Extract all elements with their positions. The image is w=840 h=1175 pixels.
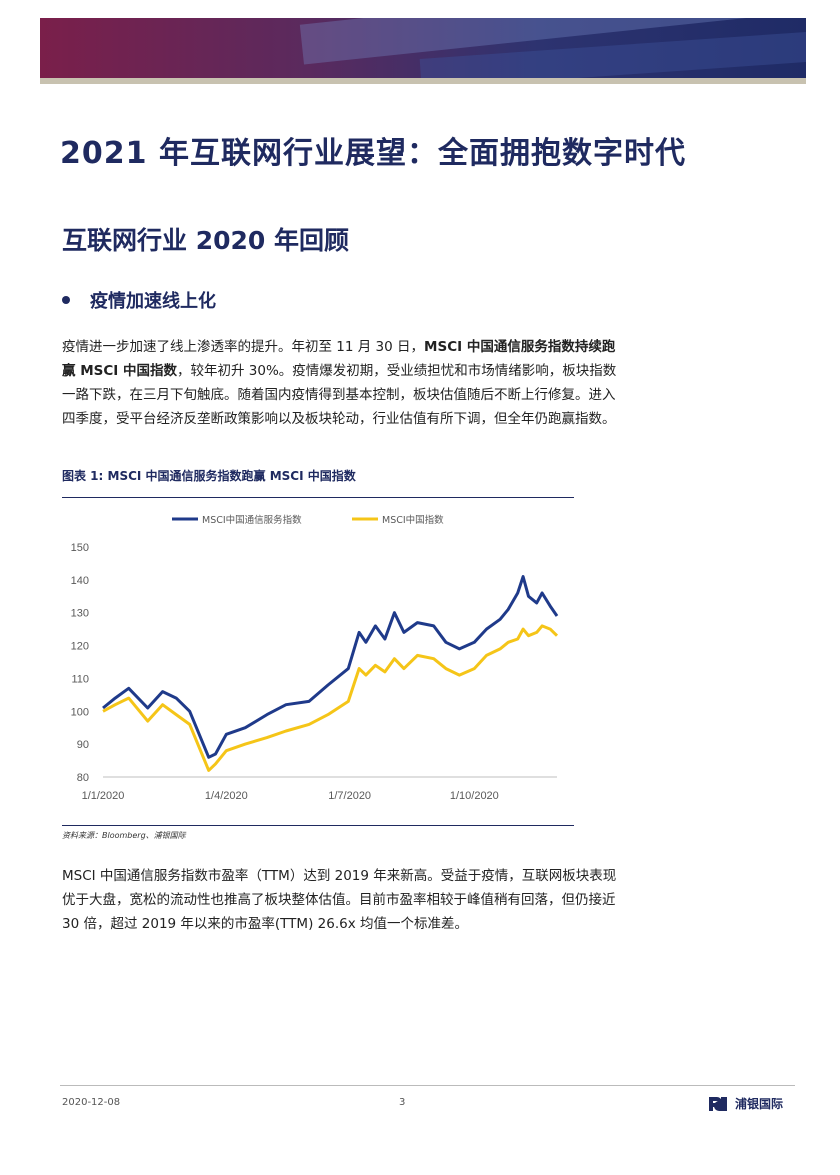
paragraph-2: MSCI 中国通信服务指数市盈率（TTM）达到 2019 年来新高。受益于疫情，… <box>62 868 617 932</box>
bullet-heading-text: 疫情加速线上化 <box>90 291 216 312</box>
figure-rule-bottom <box>62 825 574 826</box>
company-logo: 浦银国际 <box>707 1093 783 1113</box>
page-title: 2021 年互联网行业展望：全面拥抱数字时代 <box>60 136 686 171</box>
y-tick-label: 150 <box>71 542 89 554</box>
footer-rule <box>60 1085 795 1086</box>
series-line-1 <box>102 575 559 759</box>
line-chart: 80 90 100 110 120 130 140 150 1/1/2020 1/4/2020 1/… <box>71 514 559 802</box>
footer-date: 2020-12-08 <box>62 1097 121 1108</box>
legend-label: MSCI中国指数 <box>382 514 444 526</box>
y-tick-label: 120 <box>71 641 89 653</box>
y-tick-label: 110 <box>71 673 89 685</box>
x-tick-label: 1/7/2020 <box>328 790 371 802</box>
paragraph-1-text-a: 疫情进一步加速了线上渗透率的提升。年初至 11 月 30 日， <box>62 339 425 355</box>
section-title: 互联网行业 2020 年回顾 <box>62 226 349 255</box>
paragraph-1: 疫情进一步加速了线上渗透率的提升。年初至 11 月 30 日，MSCI 中国通信… <box>62 335 622 431</box>
banner-rule <box>40 78 806 84</box>
bullet-dot-icon <box>62 296 70 304</box>
figure-caption: 图表 1: MSCI 中国通信服务指数跑赢 MSCI 中国指数 <box>62 469 356 483</box>
x-tick-label: 1/1/2020 <box>82 790 125 802</box>
y-tick-label: 140 <box>71 575 89 587</box>
paragraph-1-text-b: ，较年初升 30%。疫情爆发初期，受业绩担忧和市场情绪影响，板块指数一路下跌，在… <box>62 363 617 427</box>
page-number: 3 <box>399 1097 406 1108</box>
logo-mark-icon <box>709 1097 727 1111</box>
series-line-2 <box>102 624 559 772</box>
figure-rule-top <box>62 497 574 498</box>
x-tick-label: 1/4/2020 <box>205 790 248 802</box>
y-tick-label: 130 <box>71 608 89 620</box>
y-tick-label: 90 <box>77 739 89 751</box>
header-banner <box>40 18 806 78</box>
figure-source: 资料来源：Bloomberg、浦银国际 <box>62 831 186 840</box>
x-tick-label: 1/10/2020 <box>450 790 499 802</box>
logo-text: 浦银国际 <box>735 1096 784 1111</box>
y-tick-label: 100 <box>71 706 89 718</box>
legend-label: MSCI中国通信服务指数 <box>202 514 302 526</box>
bullet-heading: 疫情加速线上化 <box>62 287 216 313</box>
y-tick-label: 80 <box>77 772 89 784</box>
paragraph-1-bold: MSCI 中国通信服务指数持续跑赢 MSCI 中国指数 <box>62 339 616 379</box>
